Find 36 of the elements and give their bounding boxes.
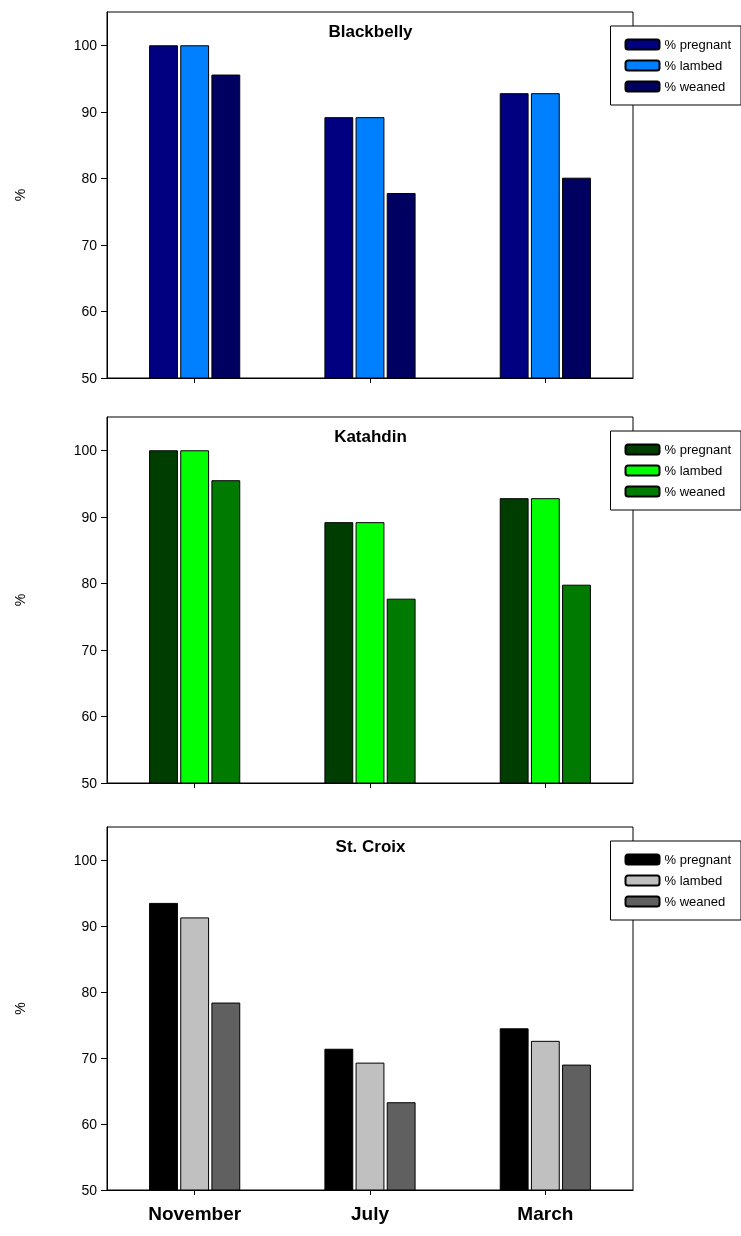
y-axis-title: % [12, 188, 28, 202]
y-tick-label: 100 [73, 442, 98, 459]
legend-label: % pregnant [664, 442, 732, 457]
legend-label: % pregnant [664, 37, 732, 52]
y-tick-label: 90 [81, 103, 98, 120]
y-tick-label: 80 [81, 984, 98, 1000]
y-tick-label: 80 [81, 170, 98, 187]
text: Blackbelly [328, 22, 414, 41]
y-tick-label: 70 [81, 236, 98, 253]
y-axis-title: % [12, 593, 28, 607]
y-tick-label: 90 [81, 508, 98, 525]
y-tick-label: 90 [81, 918, 98, 934]
text: Katahdin [334, 427, 407, 446]
y-tick-label: 60 [81, 708, 98, 725]
y-tick-label: 100 [73, 852, 98, 868]
legend-label: % lambed [664, 58, 723, 73]
y-tick-label: 80 [81, 575, 98, 592]
legend-label: % pregnant [664, 852, 732, 867]
y-tick-label: 70 [81, 641, 98, 658]
legend-label: % lambed [664, 463, 723, 478]
x-tick-label: November [148, 1203, 242, 1224]
y-tick-label: 50 [81, 370, 98, 386]
y-tick-label: 50 [81, 1182, 98, 1198]
y-tick-label: 50 [81, 775, 98, 791]
legend-label: % lambed [664, 873, 723, 888]
y-tick-label: 70 [81, 1050, 98, 1066]
legend-label: % weaned [664, 79, 726, 94]
x-tick-label: March [517, 1203, 574, 1224]
text: St. Croix [335, 837, 406, 856]
y-tick-label: 60 [81, 1116, 98, 1132]
legend-label: % weaned [664, 894, 726, 909]
legend-label: % weaned [664, 484, 726, 499]
x-tick-label: July [350, 1203, 390, 1224]
y-axis-title: % [12, 1002, 28, 1015]
y-tick-label: 100 [73, 37, 98, 54]
y-tick-label: 60 [81, 303, 98, 320]
